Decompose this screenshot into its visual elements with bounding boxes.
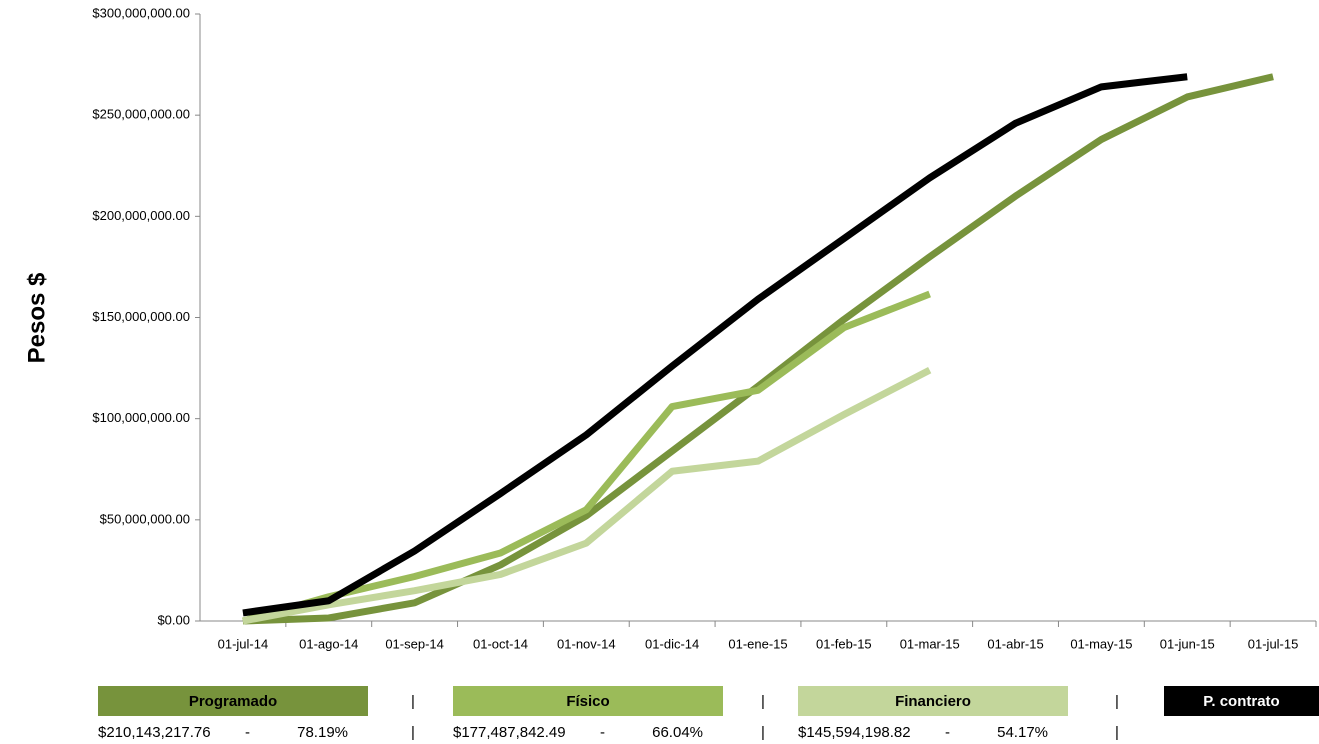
series-line	[242, 73, 1274, 625]
x-tick-label: 01-mar-15	[900, 636, 960, 651]
x-tick-label: 01-ene-15	[728, 636, 787, 651]
x-tick-label: 01-may-15	[1070, 636, 1132, 651]
legend-label: Físico	[566, 693, 609, 710]
y-tick-label: $0.00	[157, 612, 190, 627]
summary-dash: -	[600, 724, 605, 741]
x-tick-label: 01-dic-14	[645, 636, 699, 651]
x-tick-label: 01-jul-15	[1248, 636, 1299, 651]
x-tick-label: 01-oct-14	[473, 636, 528, 651]
series-line	[242, 366, 932, 625]
series-line	[241, 290, 931, 625]
y-axis-label: Pesos $	[23, 272, 50, 363]
x-tick-label: 01-jul-14	[218, 636, 269, 651]
legend-swatch	[453, 686, 723, 716]
y-tick-label: $150,000,000.00	[92, 309, 190, 324]
summary-dash: -	[245, 724, 250, 741]
summary-dash: -	[945, 724, 950, 741]
y-tick-label: $300,000,000.00	[92, 5, 190, 20]
summary-percent: 66.04%	[652, 724, 703, 741]
legend-label: Programado	[189, 693, 277, 710]
x-tick-label: 01-nov-14	[557, 636, 616, 651]
separator: |	[761, 693, 765, 710]
y-tick-label: $250,000,000.00	[92, 107, 190, 122]
legend-swatch	[1164, 686, 1319, 716]
x-tick-label: 01-abr-15	[987, 636, 1043, 651]
x-tick-label: 01-ago-14	[299, 636, 358, 651]
x-tick-label: 01-sep-14	[385, 636, 444, 651]
separator: |	[411, 693, 415, 710]
separator: |	[761, 724, 765, 741]
separator: |	[1115, 724, 1119, 741]
legend-swatch	[98, 686, 368, 716]
summary-amount: $145,594,198.82	[798, 724, 911, 741]
legend-label: P. contrato	[1203, 693, 1279, 710]
y-tick-label: $200,000,000.00	[92, 208, 190, 223]
separator: |	[1115, 693, 1119, 710]
y-tick-label: $50,000,000.00	[100, 511, 190, 526]
x-tick-label: 01-jun-15	[1160, 636, 1215, 651]
series-line	[242, 73, 1188, 617]
legend-swatch	[798, 686, 1068, 716]
legend-label: Financiero	[895, 693, 971, 710]
summary-amount: $210,143,217.76	[98, 724, 211, 741]
summary-amount: $177,487,842.49	[453, 724, 566, 741]
summary-percent: 54.17%	[997, 724, 1048, 741]
separator: |	[411, 724, 415, 741]
y-tick-label: $100,000,000.00	[92, 410, 190, 425]
x-tick-label: 01-feb-15	[816, 636, 872, 651]
summary-percent: 78.19%	[297, 724, 348, 741]
